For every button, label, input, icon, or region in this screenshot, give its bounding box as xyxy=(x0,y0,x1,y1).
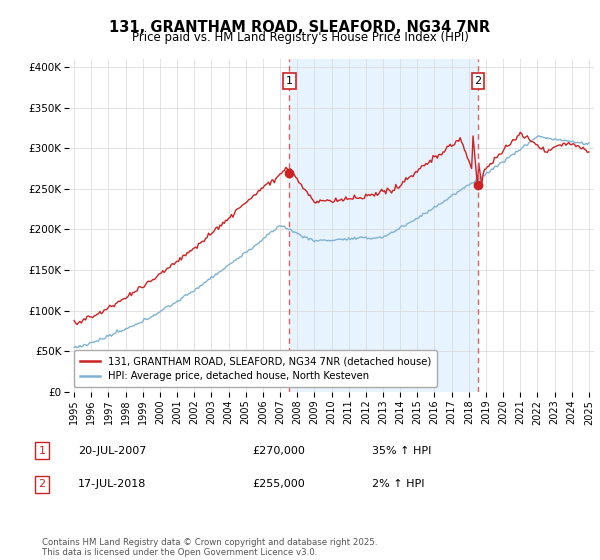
Text: £255,000: £255,000 xyxy=(252,479,305,489)
Text: Contains HM Land Registry data © Crown copyright and database right 2025.
This d: Contains HM Land Registry data © Crown c… xyxy=(42,538,377,557)
Text: 2: 2 xyxy=(475,76,482,86)
Text: 35% ↑ HPI: 35% ↑ HPI xyxy=(372,446,431,456)
Text: 2% ↑ HPI: 2% ↑ HPI xyxy=(372,479,425,489)
Text: 20-JUL-2007: 20-JUL-2007 xyxy=(78,446,146,456)
Text: 1: 1 xyxy=(38,446,46,456)
Text: 17-JUL-2018: 17-JUL-2018 xyxy=(78,479,146,489)
Bar xyxy=(289,59,478,392)
Text: 1: 1 xyxy=(286,76,293,86)
Text: 131, GRANTHAM ROAD, SLEAFORD, NG34 7NR: 131, GRANTHAM ROAD, SLEAFORD, NG34 7NR xyxy=(109,20,491,35)
Legend: 131, GRANTHAM ROAD, SLEAFORD, NG34 7NR (detached house), HPI: Average price, det: 131, GRANTHAM ROAD, SLEAFORD, NG34 7NR (… xyxy=(74,350,437,387)
Text: £270,000: £270,000 xyxy=(252,446,305,456)
Text: Price paid vs. HM Land Registry's House Price Index (HPI): Price paid vs. HM Land Registry's House … xyxy=(131,31,469,44)
Text: 2: 2 xyxy=(38,479,46,489)
